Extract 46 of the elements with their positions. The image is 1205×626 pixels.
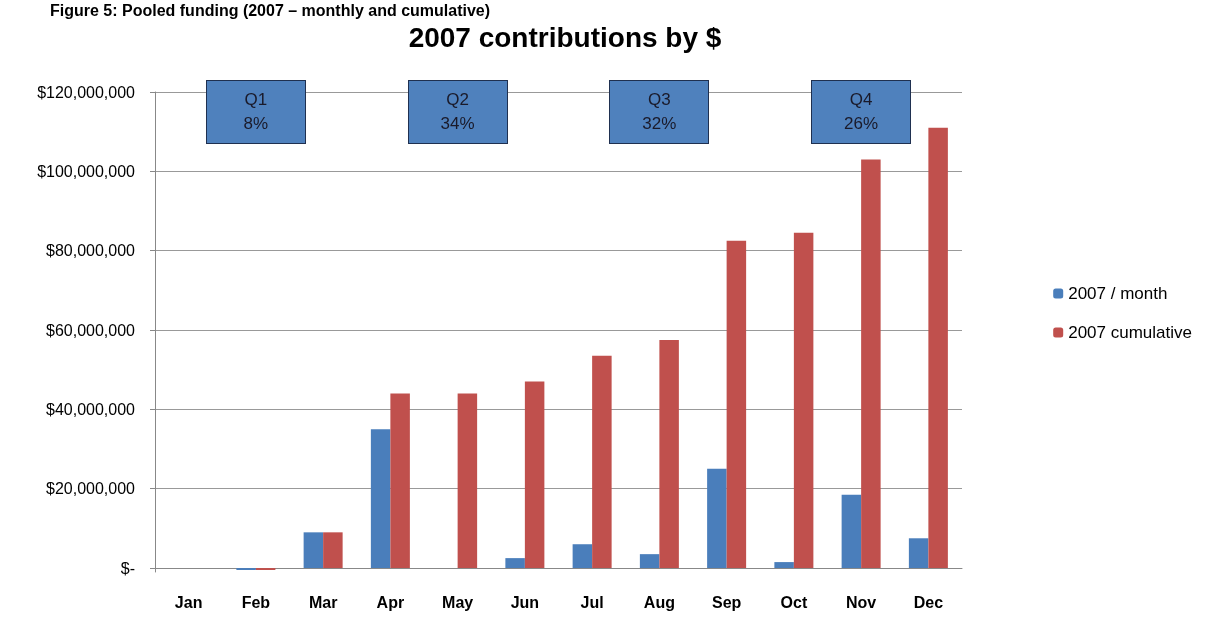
bar — [524, 381, 545, 569]
y-tick-label: $- — [120, 559, 135, 577]
chart-title: 2007 contributions by $ — [408, 21, 722, 53]
bar — [592, 355, 612, 569]
x-tick-label: Mar — [308, 593, 338, 611]
y-tick-label: $120,000,000 — [37, 83, 136, 101]
bar — [323, 532, 343, 569]
x-tick-label: Sep — [711, 593, 742, 611]
x-tick-label: Feb — [241, 593, 271, 611]
y-tick-label: $40,000,000 — [46, 400, 136, 418]
bar — [659, 339, 679, 569]
bar — [572, 544, 593, 569]
bar — [726, 240, 747, 569]
y-tick-label: $100,000,000 — [37, 162, 136, 180]
label-box: Q4 26% — [811, 80, 912, 144]
x-tick-label: Aug — [643, 593, 675, 611]
x-tick-label: Apr — [376, 593, 405, 611]
x-tick-label: Jul — [580, 593, 604, 611]
y-tick-label: $80,000,000 — [46, 242, 136, 260]
legend-label: 2007 cumulative — [1068, 323, 1193, 342]
bar — [928, 127, 948, 569]
bar — [370, 429, 391, 569]
label-box: Q1 8% — [205, 80, 306, 144]
bar — [390, 393, 410, 569]
legend-label: 2007 / month — [1068, 284, 1168, 303]
x-tick-label: Jun — [510, 593, 540, 611]
x-tick-label: Dec — [913, 593, 944, 611]
x-tick-label: Jan — [174, 593, 203, 611]
bar — [707, 468, 727, 569]
y-tick-label: $60,000,000 — [46, 321, 136, 339]
x-tick-label: Nov — [846, 593, 877, 611]
bar — [793, 232, 814, 569]
bar — [774, 562, 794, 569]
bar — [861, 159, 881, 569]
label-box: Q2 34% — [407, 80, 508, 144]
x-tick-label: Oct — [780, 593, 808, 611]
x-tick-label: May — [442, 593, 474, 611]
bar — [841, 494, 862, 569]
caption: Figure 5: Pooled funding (2007 – monthly and cumulative) — [50, 1, 491, 19]
bar — [908, 538, 929, 569]
label-box: Q3 32% — [609, 80, 710, 144]
y-tick-label: $20,000,000 — [46, 480, 136, 498]
bar — [457, 393, 478, 569]
bar — [303, 532, 324, 569]
bar — [505, 558, 525, 569]
bar — [639, 554, 660, 569]
